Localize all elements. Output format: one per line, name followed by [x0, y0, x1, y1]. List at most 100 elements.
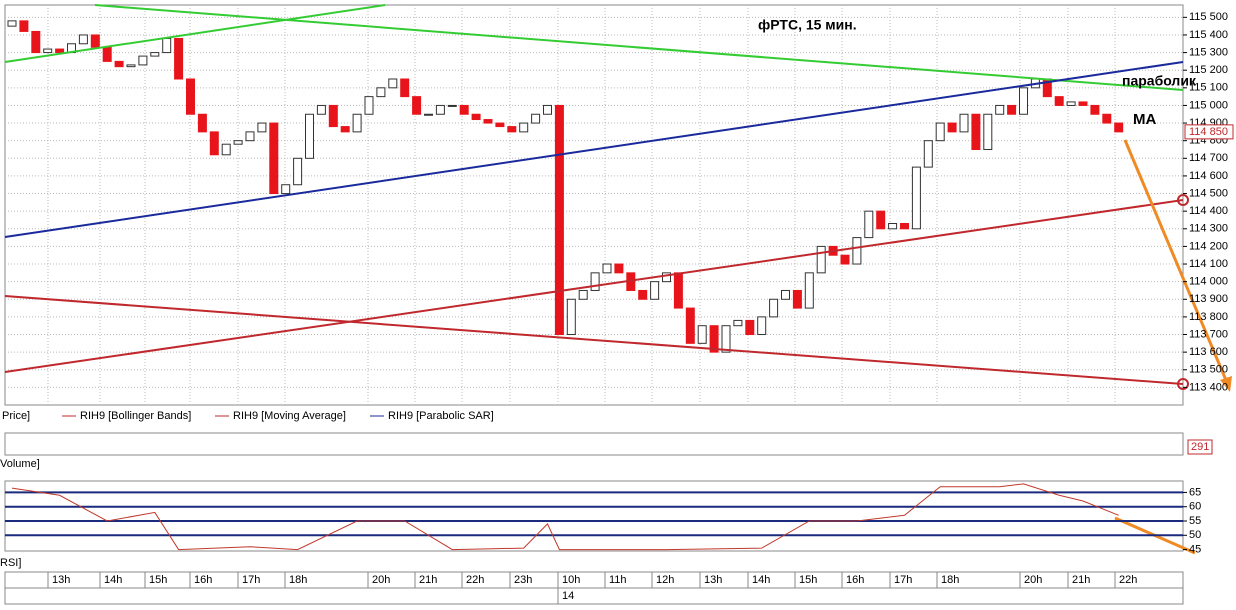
candle-body	[935, 122, 945, 142]
y-tick-label: 114 100	[1189, 258, 1228, 270]
y-tick-label: 113 600	[1189, 346, 1228, 358]
candle-body	[650, 281, 660, 300]
candle-body	[947, 122, 957, 133]
candle-body	[816, 245, 826, 274]
trend-line	[4, 199, 1184, 373]
x-tick-label: 20h	[372, 574, 390, 586]
candle-body	[781, 289, 790, 300]
rsi-tick-label: 65	[1189, 486, 1201, 498]
x-tick-label: 10h	[562, 574, 580, 586]
candle-body	[662, 272, 671, 283]
candle-body	[257, 122, 267, 133]
x-tick-label: 15h	[149, 574, 167, 586]
candle-body	[959, 113, 969, 133]
candle-body	[197, 113, 207, 133]
candle-body	[90, 34, 100, 48]
candle-body	[1090, 104, 1100, 115]
rsi-tick-label: 60	[1189, 501, 1201, 513]
x-tick-label: 13h	[52, 574, 70, 586]
candle-body	[376, 87, 386, 98]
candle-body	[1019, 87, 1028, 115]
candle-body	[638, 289, 648, 300]
y-tick-label: 114 300	[1189, 223, 1228, 235]
rsi-line	[11, 483, 1119, 551]
candle-body	[864, 210, 874, 239]
x-tick-label: 22h	[466, 574, 484, 586]
candle-body	[269, 122, 279, 195]
annotation: параболик	[1122, 73, 1197, 89]
x-tick-label: 23h	[514, 574, 532, 586]
candle-body	[483, 119, 493, 124]
candle-body	[602, 263, 612, 274]
candle-body	[1078, 101, 1088, 106]
candle-body	[114, 60, 124, 68]
trend-line	[4, 4, 386, 63]
candle-body	[78, 34, 88, 45]
candle-body	[102, 46, 112, 62]
candle-body	[566, 298, 576, 336]
candle-body	[709, 325, 719, 353]
y-tick-label: 114 200	[1189, 240, 1228, 252]
candle-body	[757, 316, 767, 336]
candle-body	[293, 157, 303, 186]
candle-body	[900, 223, 909, 230]
volume-box	[1187, 439, 1213, 455]
candle-body	[412, 96, 422, 115]
candle-body	[852, 237, 862, 265]
candle-body	[983, 113, 993, 150]
legend-item: RIH9 [Parabolic SAR]	[388, 410, 494, 422]
candle-body	[614, 263, 624, 274]
candle-body	[471, 113, 481, 121]
candle-body	[162, 37, 172, 54]
x-tick-label: 21h	[419, 574, 437, 586]
rsi-tick-label: 55	[1189, 515, 1201, 527]
candle-body	[876, 210, 886, 230]
trend-line	[94, 4, 1184, 91]
y-tick-label: 114 500	[1189, 187, 1228, 199]
annotation: MA	[1133, 111, 1156, 128]
x-tick-label: 18h	[289, 574, 307, 586]
time-axis	[4, 571, 1184, 589]
candle-body	[923, 140, 933, 168]
panel-label: Volume]	[0, 458, 40, 470]
candle-body	[519, 122, 529, 133]
candle-body	[495, 122, 505, 128]
candle-body	[1114, 122, 1124, 133]
candle-body	[840, 254, 850, 265]
volume-panel	[4, 432, 1184, 456]
line-handle	[1177, 378, 1189, 390]
x-tick-label: 14h	[104, 574, 122, 586]
candle-body	[1102, 113, 1112, 124]
candle-body	[174, 37, 184, 80]
candle-body	[150, 52, 160, 57]
x-tick-label: 17h	[894, 574, 912, 586]
candle-body	[221, 143, 231, 156]
trend-line	[4, 61, 1184, 238]
candle-body	[364, 96, 374, 115]
legend-item: Price]	[2, 410, 30, 422]
candle-body	[554, 104, 564, 336]
arrow-head	[1220, 376, 1232, 392]
candle-body	[316, 104, 326, 115]
candle-body	[733, 319, 743, 327]
candle-body	[340, 126, 350, 133]
x-tick-label: 15h	[799, 574, 817, 586]
x-tick-label: 12h	[656, 574, 674, 586]
x-tick-label: 13h	[704, 574, 722, 586]
x-tick-label: 17h	[242, 574, 260, 586]
candle-body	[138, 55, 148, 66]
candle-body	[447, 104, 457, 107]
legend-item: RIH9 [Moving Average]	[233, 410, 346, 422]
candle-body	[745, 319, 755, 336]
candle-body	[531, 113, 541, 124]
panel-label: RSI]	[0, 557, 21, 569]
last-price-label: 114 850	[1189, 126, 1228, 138]
volume-value: 291	[1191, 441, 1209, 453]
candle-body	[911, 166, 921, 230]
y-tick-label: 113 800	[1189, 311, 1228, 323]
date-label: 14	[562, 590, 574, 602]
candle-body	[459, 104, 469, 115]
candle-body	[424, 113, 433, 116]
candle-body	[697, 325, 707, 344]
